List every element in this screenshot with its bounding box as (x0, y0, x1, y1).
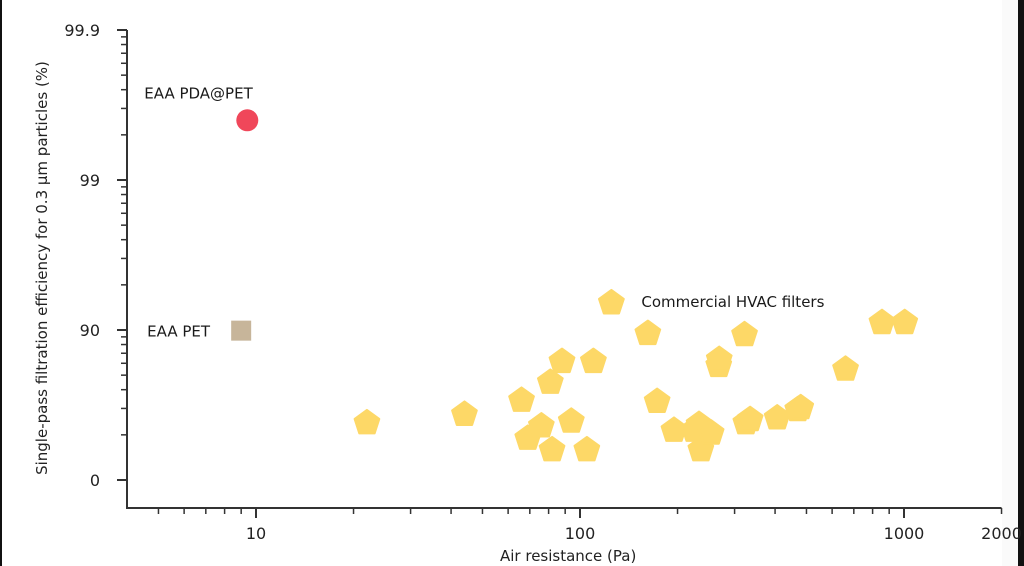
hvac-filter-point (787, 393, 815, 420)
hvac-filter-point (643, 387, 671, 413)
hvac-filter-point (538, 435, 566, 462)
hvac-filter-point (736, 405, 764, 432)
hvac-filter-point (353, 408, 381, 435)
annotations: EAA PDA@PET EAA PET Commercial HVAC filter… (144, 84, 824, 340)
hvac-filter-point (528, 412, 555, 438)
y-tick-label: 90 (80, 321, 100, 340)
window-border-left (0, 0, 2, 566)
hvac-filter-point (731, 320, 758, 347)
y-axis-title: Single-pass filtration efficiency for 0.… (33, 61, 51, 475)
hvac-filter-point (548, 347, 576, 374)
annotation-label: EAA PDA@PET (144, 84, 253, 102)
hvac-filter-point (868, 308, 896, 335)
hvac-filter-point (580, 347, 607, 374)
window-edge-gap (1002, 0, 1018, 566)
x-ticks: 10 100 1000 2000 (157, 508, 1022, 543)
hvac-filter-point (705, 345, 733, 372)
hvac-filter-point (573, 435, 601, 462)
y-ticks: 0 90 99 99.9 (64, 21, 127, 490)
x-tick-label: 1000 (884, 524, 925, 543)
hvac-filter-point (508, 386, 535, 412)
axes: 0 90 99 99.9 10 100 1000 2000 (64, 21, 1022, 543)
window-border-right (1018, 0, 1024, 566)
annotation-label: EAA PET (147, 323, 211, 341)
x-tick-label: 10 (246, 524, 266, 543)
hvac-filter-point (634, 319, 662, 346)
hvac-filter-point (891, 308, 919, 335)
hvac-filter-point (537, 368, 564, 394)
x-axis-title: Air resistance (Pa) (500, 547, 636, 565)
hvac-filter-point (557, 407, 585, 433)
x-tick-label: 100 (565, 524, 596, 543)
y-tick-label: 99 (80, 171, 100, 190)
data-points (231, 109, 919, 462)
eaa-pet-point (231, 320, 252, 341)
y-tick-label: 99.9 (64, 21, 100, 40)
hvac-filter-point (832, 355, 859, 381)
hvac-filter-point (598, 288, 625, 315)
x-tick-label: 2000 (981, 524, 1022, 543)
annotation-label: Commercial HVAC filters (641, 293, 824, 311)
eaa-pda-pet-point (236, 109, 259, 132)
hvac-filter-point (697, 419, 725, 445)
y-tick-label: 0 (90, 471, 100, 490)
hvac-filter-point (451, 400, 478, 426)
